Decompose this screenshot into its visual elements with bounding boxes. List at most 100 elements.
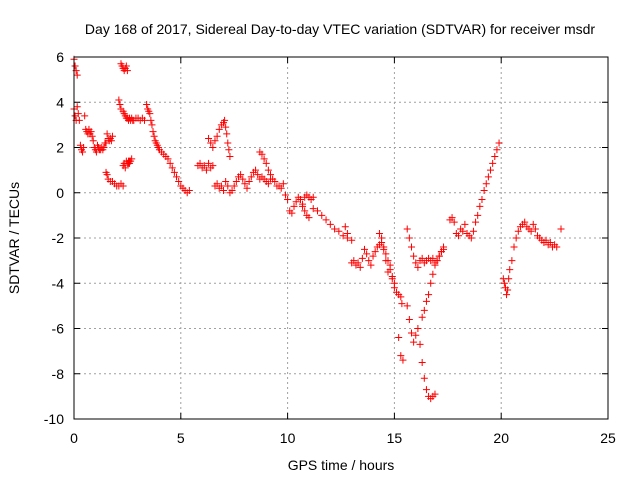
data-point	[503, 291, 511, 299]
data-point	[205, 159, 213, 167]
x-tick-label: 10	[280, 430, 296, 446]
data-point	[506, 266, 514, 274]
data-point	[546, 239, 554, 247]
data-point	[222, 123, 230, 131]
data-point	[427, 279, 435, 287]
data-point	[309, 193, 317, 201]
data-series-seg-8p7-10	[256, 148, 317, 217]
data-point	[390, 279, 398, 287]
x-tick-label: 15	[387, 430, 403, 446]
data-point	[299, 202, 307, 210]
data-point	[103, 130, 111, 138]
data-point	[301, 207, 309, 215]
data-point	[241, 180, 249, 188]
data-point	[429, 270, 437, 278]
data-point	[395, 334, 403, 342]
data-point	[71, 62, 79, 70]
data-point	[521, 218, 529, 226]
data-point	[115, 96, 123, 104]
data-point	[271, 177, 279, 185]
data-point	[358, 254, 366, 262]
data-point	[75, 116, 83, 124]
data-point	[258, 150, 266, 158]
data-point	[354, 259, 362, 267]
data-point	[170, 168, 178, 176]
data-point	[267, 171, 275, 179]
data-point	[318, 211, 326, 219]
data-point	[223, 130, 231, 138]
data-point	[108, 132, 116, 140]
y-tick-label: 0	[56, 185, 64, 201]
data-point	[382, 250, 390, 258]
data-point	[414, 325, 422, 332]
data-point	[380, 245, 388, 253]
data-point	[288, 209, 296, 217]
data-point	[365, 257, 373, 265]
data-point	[491, 153, 499, 161]
data-point	[254, 171, 262, 179]
data-point	[164, 155, 172, 163]
data-point	[403, 302, 411, 310]
data-series-seg-16-recover	[418, 243, 448, 321]
data-point	[531, 225, 539, 233]
data-point	[398, 300, 406, 308]
data-point	[213, 132, 221, 140]
data-point	[74, 110, 82, 118]
data-series-seg-2p2-3	[117, 60, 148, 167]
data-point	[175, 177, 183, 185]
data-point	[217, 182, 225, 190]
data-point	[431, 261, 439, 269]
data-point	[292, 198, 300, 206]
data-point	[454, 232, 462, 240]
data-point	[260, 155, 268, 163]
data-point	[350, 257, 358, 265]
data-point	[405, 234, 413, 242]
y-tick-labels: -10 -8 -6 -4 -2 0 2 4 6	[44, 49, 64, 427]
data-point	[553, 243, 561, 251]
data-point	[448, 214, 456, 222]
data-point	[224, 139, 232, 147]
data-point	[433, 257, 441, 265]
data-point	[429, 254, 437, 262]
data-series-seg-13-15	[348, 239, 405, 301]
data-point	[107, 137, 115, 145]
data-point	[508, 257, 516, 265]
data-series-seg-1p5-2p5	[102, 96, 127, 190]
data-series-seg-2p4-low	[119, 155, 136, 172]
data-point	[322, 216, 330, 224]
data-point	[116, 101, 124, 109]
data-point	[225, 146, 233, 154]
data-point	[87, 128, 95, 136]
y-tick-label: -4	[52, 275, 65, 291]
data-point	[410, 338, 418, 346]
data-point	[397, 352, 405, 360]
y-tick-label: 2	[56, 140, 64, 156]
chart-title: Day 168 of 2017, Sidereal Day-to-day VTE…	[85, 21, 595, 37]
data-point	[459, 227, 467, 235]
axis-ticks	[73, 56, 609, 420]
data-point	[277, 184, 285, 192]
data-point	[339, 232, 347, 240]
data-series-seg-15p6-dip	[403, 302, 439, 403]
data-series-seg-early-high	[70, 55, 81, 79]
data-point	[296, 196, 304, 204]
data-point	[422, 297, 430, 305]
data-point	[121, 164, 129, 172]
data-point	[422, 386, 430, 394]
x-tick-labels: 0 5 10 15 20 25	[70, 430, 616, 446]
data-point	[149, 128, 157, 136]
data-series-seg-17p5-20	[446, 139, 503, 242]
data-point	[228, 186, 236, 194]
data-point	[79, 148, 87, 156]
data-point	[382, 257, 390, 265]
data-series-seg-14p4-low	[375, 229, 398, 287]
data-point	[514, 227, 522, 235]
data-point	[196, 159, 204, 167]
data-point	[122, 62, 130, 70]
data-point	[450, 218, 458, 226]
data-series-seg-6-7	[194, 116, 234, 174]
data-point	[369, 252, 377, 260]
data-point	[209, 162, 217, 170]
data-point	[80, 144, 88, 151]
